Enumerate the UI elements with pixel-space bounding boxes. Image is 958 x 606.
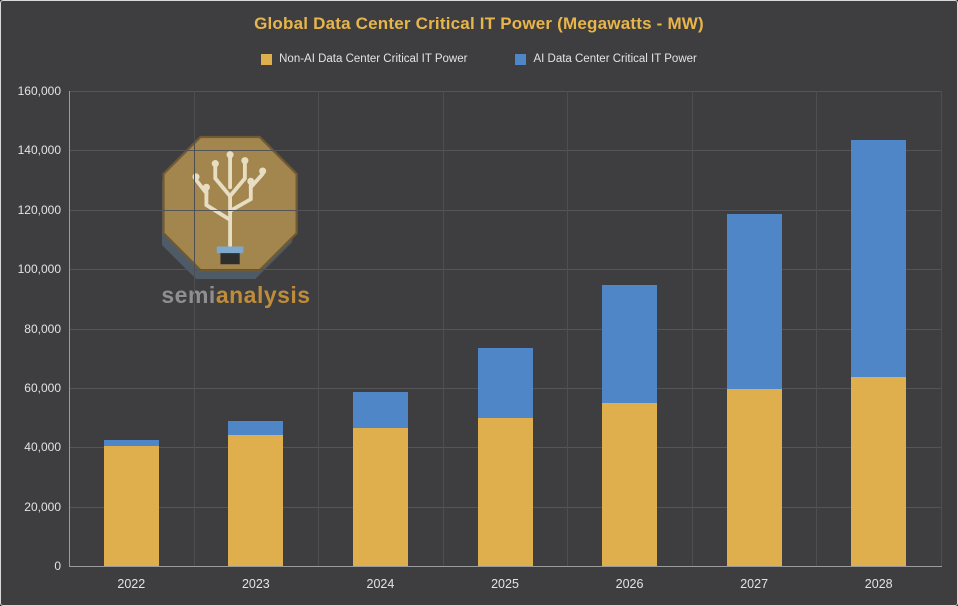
gridline-vertical — [567, 91, 569, 566]
y-axis-line — [69, 91, 70, 567]
bar-segment-nonai-2025 — [477, 417, 533, 566]
gridline-horizontal — [69, 328, 941, 330]
y-axis-tick-label: 40,000 — [24, 440, 61, 455]
gridline-horizontal — [69, 209, 941, 211]
brand-text-analysis: analysis — [215, 282, 311, 308]
y-axis-tick-label: 80,000 — [24, 321, 61, 336]
gridline-vertical — [941, 91, 942, 566]
gridline-horizontal — [69, 91, 941, 92]
legend-label: AI Data Center Critical IT Power — [533, 53, 697, 65]
chart-title: Global Data Center Critical IT Power (Me… — [254, 14, 704, 33]
bar-segment-ai-2022 — [103, 439, 159, 446]
chart-legend: Non-AI Data Center Critical IT Power AI D… — [1, 53, 957, 65]
semianalysis-watermark: semianalysis — [151, 134, 321, 309]
circuit-tree-nodes — [192, 151, 267, 191]
legend-swatch — [261, 53, 273, 65]
legend-item: Non-AI Data Center Critical IT Power — [261, 53, 467, 65]
gridline-vertical — [691, 91, 693, 566]
legend-label: Non-AI Data Center Critical IT Power — [279, 53, 468, 65]
bar-segment-ai-2026 — [602, 285, 658, 403]
gridline-vertical — [193, 91, 195, 566]
x-axis-category-label: 2028 — [864, 577, 893, 591]
bar-segment-nonai-2024 — [352, 427, 408, 566]
y-axis-tick-label: 60,000 — [24, 380, 61, 395]
brand-text-semi: semi — [161, 282, 216, 308]
bar-segment-ai-2024 — [352, 392, 408, 428]
brand-wordmark: semianalysis — [151, 282, 321, 309]
circuit-tree-icon — [194, 155, 265, 252]
x-axis-category-label: 2022 — [117, 577, 146, 591]
legend-swatch — [515, 53, 527, 65]
x-axis-category-label: 2025 — [491, 577, 519, 591]
gridline-horizontal — [69, 150, 941, 152]
x-axis-category-label: 2023 — [241, 577, 270, 591]
bar-segment-nonai-2022 — [103, 445, 159, 566]
x-axis-category-label: 2024 — [366, 577, 395, 591]
gridline-horizontal — [69, 269, 941, 271]
legend-item: AI Data Center Critical IT Power — [515, 53, 697, 65]
bar-segment-nonai-2027 — [726, 389, 782, 566]
y-axis-tick-label: 140,000 — [17, 143, 61, 158]
bar-segment-nonai-2026 — [602, 402, 658, 566]
bar-segment-ai-2025 — [477, 347, 533, 418]
bar-segment-ai-2023 — [228, 420, 284, 436]
bar-segment-nonai-2028 — [851, 377, 907, 566]
semianalysis-logo — [162, 135, 298, 280]
gridline-vertical — [816, 91, 818, 566]
x-axis-category-label: 2027 — [740, 577, 769, 591]
y-axis-tick-label: 120,000 — [17, 202, 61, 217]
x-axis-line — [69, 566, 942, 567]
bar-segment-nonai-2023 — [228, 435, 284, 566]
logo-pot-rim — [216, 246, 244, 254]
bar-segment-ai-2028 — [851, 139, 907, 378]
gridline-vertical — [318, 91, 320, 566]
y-axis-tick-label: 0 — [54, 559, 61, 573]
y-axis-tick-label: 20,000 — [24, 499, 61, 514]
logo-pot — [220, 253, 240, 265]
y-axis-tick-label: 100,000 — [17, 262, 61, 277]
bar-segment-ai-2027 — [726, 214, 782, 390]
gridline-vertical — [442, 91, 444, 566]
x-axis-category-label: 2026 — [615, 577, 644, 591]
y-axis-tick-label: 160,000 — [17, 84, 61, 98]
